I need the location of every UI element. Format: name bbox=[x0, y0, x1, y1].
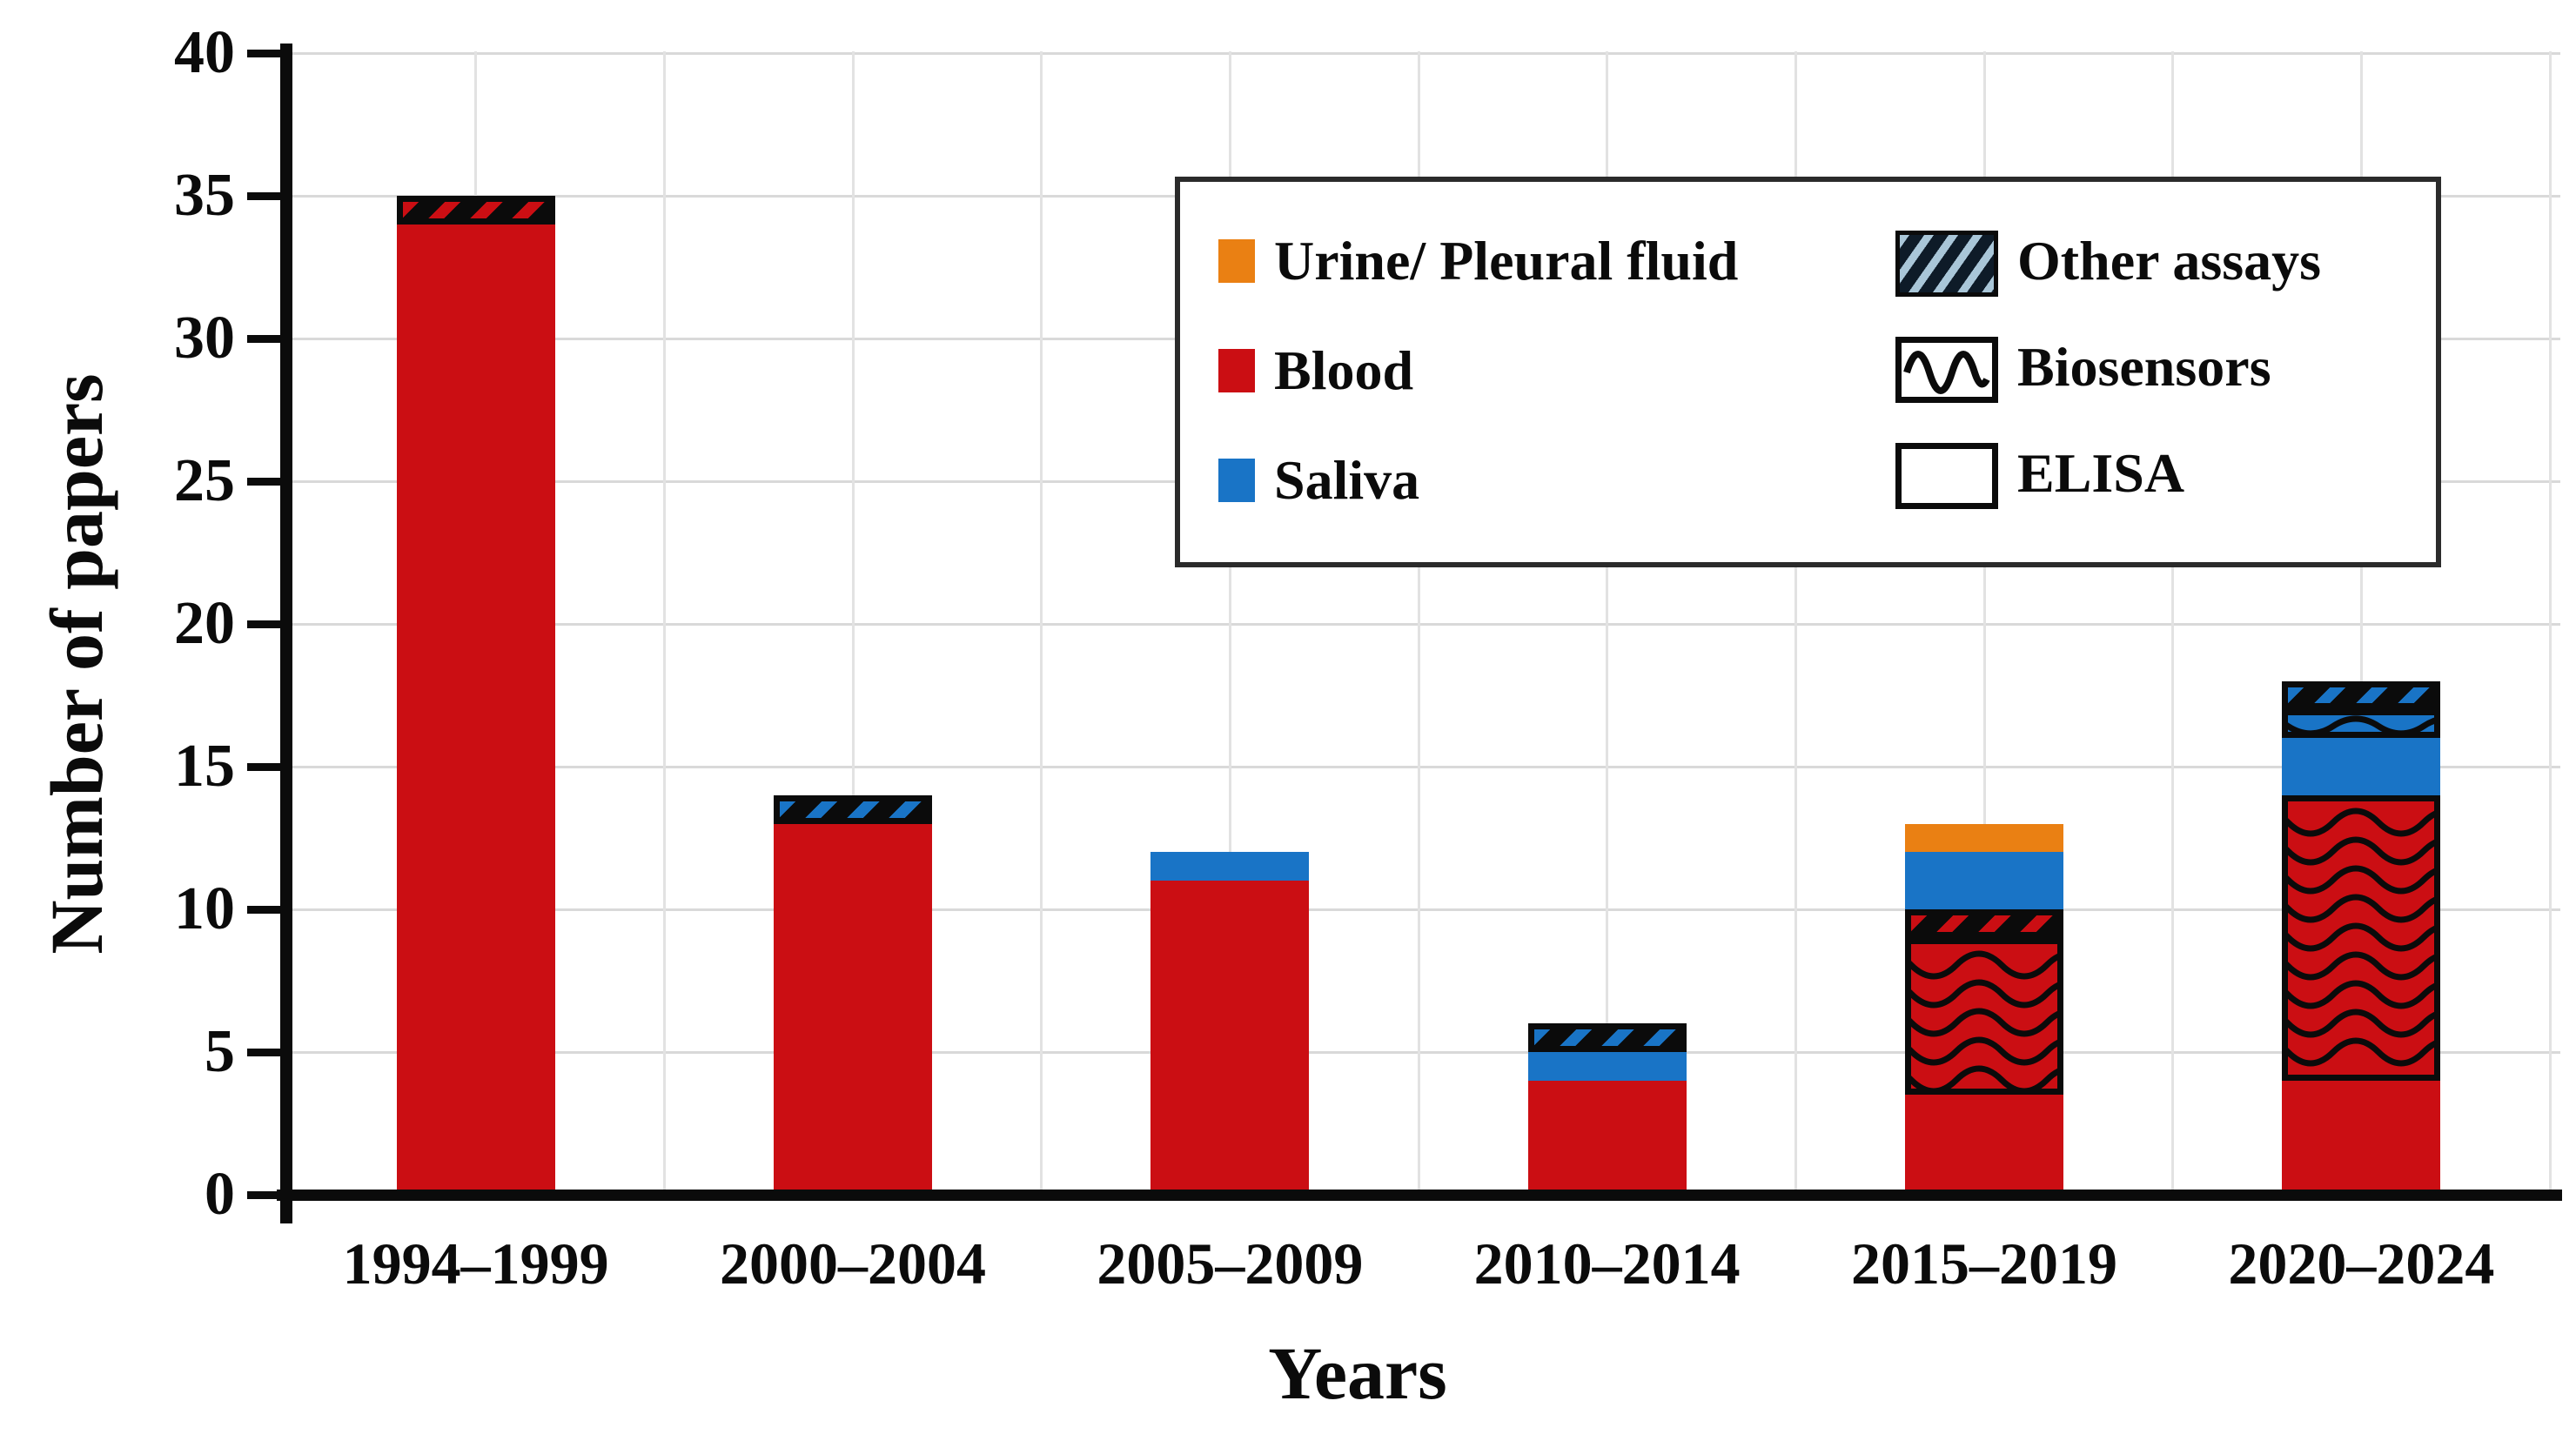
gridline-vertical bbox=[2359, 51, 2363, 1195]
y-tick-label: 30 bbox=[174, 305, 235, 372]
gridline-vertical bbox=[662, 51, 666, 1195]
bar-segment-solid bbox=[1905, 823, 2063, 853]
legend-swatch-wave bbox=[1895, 337, 1998, 403]
wave-pattern bbox=[1911, 950, 2057, 1089]
x-tick-label: 2020–2024 bbox=[2228, 1230, 2495, 1297]
gridline-vertical bbox=[2171, 51, 2175, 1195]
gridline-horizontal bbox=[287, 765, 2560, 768]
y-tick-label: 35 bbox=[174, 162, 235, 229]
gridline-vertical bbox=[1040, 51, 1043, 1195]
bar-segment-solid bbox=[1905, 852, 2063, 909]
y-tick-label: 10 bbox=[174, 875, 235, 942]
legend-swatch-blood bbox=[1218, 349, 1255, 392]
bar-segment-solid bbox=[1905, 1095, 2063, 1195]
y-tick-mark bbox=[247, 762, 282, 771]
bar-segment-wave bbox=[2282, 709, 2441, 739]
x-axis-title: Years bbox=[1268, 1331, 1447, 1415]
gridline-vertical bbox=[1417, 51, 1420, 1195]
bar-segment-wave bbox=[2282, 794, 2441, 1081]
bar-segment-wave bbox=[1905, 937, 2063, 1096]
bar-segment-solid bbox=[2282, 738, 2441, 795]
legend-swatch-solid bbox=[1895, 443, 1998, 509]
bar-segment-hatch bbox=[2282, 680, 2441, 710]
legend-label: Urine/ Pleural fluid bbox=[1274, 230, 1739, 292]
bar-segment-solid bbox=[1150, 852, 1310, 881]
gridline-vertical bbox=[2548, 51, 2552, 1195]
x-tick-label: 2000–2004 bbox=[720, 1230, 986, 1297]
wave-pattern bbox=[2288, 808, 2435, 1067]
y-axis-line bbox=[280, 44, 292, 1223]
x-tick-label: 1994–1999 bbox=[342, 1230, 609, 1297]
legend-label: Biosensors bbox=[2017, 336, 2271, 398]
gridline-vertical bbox=[1606, 51, 1609, 1195]
gridline-vertical bbox=[1982, 51, 1986, 1195]
y-tick-label: 5 bbox=[205, 1018, 235, 1085]
legend-swatch-saliva bbox=[1218, 459, 1255, 502]
legend-swatch-urine-pleural-fluid bbox=[1218, 239, 1255, 283]
y-tick-label: 25 bbox=[174, 447, 235, 514]
x-axis-line bbox=[277, 1190, 2562, 1201]
legend-swatch-hatch bbox=[1895, 231, 1998, 297]
legend-label: Saliva bbox=[1274, 449, 1420, 511]
bar-segment-solid bbox=[1527, 1052, 1687, 1081]
gridline-horizontal bbox=[287, 908, 2560, 911]
x-tick-label: 2005–2009 bbox=[1097, 1230, 1364, 1297]
legend: Urine/ Pleural fluid Blood Saliva Other ass… bbox=[1175, 177, 2441, 567]
x-tick-label: 2010–2014 bbox=[1473, 1230, 1741, 1297]
y-tick-label: 15 bbox=[174, 733, 235, 800]
wave-pattern bbox=[2288, 715, 2435, 733]
bar-segment-solid bbox=[774, 823, 932, 1195]
y-tick-mark bbox=[247, 191, 282, 200]
bar-segment-solid bbox=[1527, 1080, 1687, 1195]
bar-segment-solid bbox=[1150, 881, 1310, 1195]
gridline-vertical bbox=[1228, 51, 1231, 1195]
bar-segment-hatch bbox=[1905, 909, 2063, 938]
y-tick-mark bbox=[247, 334, 282, 343]
y-tick-label: 40 bbox=[174, 19, 235, 86]
y-tick-mark bbox=[247, 1190, 282, 1199]
gridline-vertical bbox=[851, 51, 855, 1195]
bar-segment-hatch bbox=[1527, 1023, 1687, 1052]
y-tick-label: 20 bbox=[174, 590, 235, 657]
wave-icon bbox=[1903, 351, 1990, 394]
gridline-horizontal bbox=[287, 51, 2560, 55]
legend-label: ELISA bbox=[2017, 442, 2185, 504]
y-tick-mark bbox=[247, 477, 282, 486]
bar-segment-solid bbox=[396, 224, 555, 1195]
y-tick-label: 0 bbox=[205, 1161, 235, 1228]
legend-label: Other assays bbox=[2017, 230, 2322, 292]
gridline-horizontal bbox=[287, 622, 2560, 626]
bar-segment-hatch bbox=[396, 196, 555, 225]
legend-label: Blood bbox=[1274, 339, 1414, 401]
gridline-vertical bbox=[1794, 51, 1797, 1195]
y-tick-mark bbox=[247, 905, 282, 914]
x-tick-label: 2015–2019 bbox=[1851, 1230, 2117, 1297]
y-tick-mark bbox=[247, 1048, 282, 1056]
bar-segment-solid bbox=[2282, 1080, 2441, 1195]
gridline-horizontal bbox=[287, 1050, 2560, 1054]
y-tick-mark bbox=[247, 49, 282, 57]
y-tick-mark bbox=[247, 620, 282, 628]
bar-segment-hatch bbox=[774, 794, 932, 824]
